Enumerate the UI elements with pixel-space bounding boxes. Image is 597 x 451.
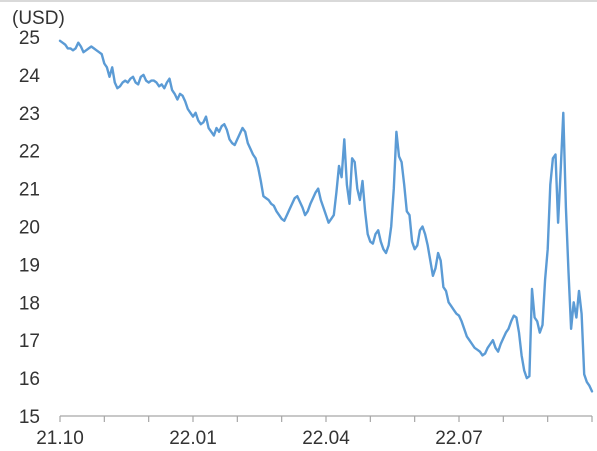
- y-tick-label: 23: [19, 104, 40, 125]
- y-tick-label: 21: [19, 180, 40, 201]
- x-tick-label: 22.01: [169, 428, 217, 449]
- x-tick-label: 22.04: [302, 428, 350, 449]
- y-tick-label: 17: [19, 331, 40, 352]
- y-tick-label: 18: [19, 293, 40, 314]
- x-tick-label: 22.07: [435, 428, 483, 449]
- y-tick-label: 19: [19, 255, 40, 276]
- top-border: [0, 0, 597, 2]
- price-line: [58, 39, 594, 393]
- y-tick-label: 25: [19, 28, 40, 49]
- y-unit-label: (USD): [12, 8, 65, 29]
- y-tick-label: 24: [19, 66, 41, 87]
- x-tick-label: 21.10: [36, 428, 84, 449]
- y-tick-label: 22: [19, 142, 40, 163]
- y-tick-label: 15: [19, 407, 40, 428]
- y-tick-label: 20: [19, 218, 40, 239]
- y-tick-label: 16: [19, 369, 40, 390]
